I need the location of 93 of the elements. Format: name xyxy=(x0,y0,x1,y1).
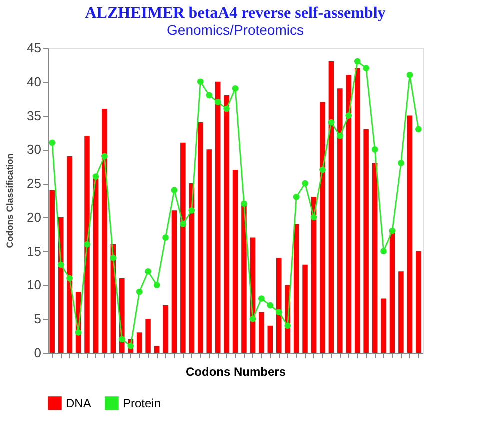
bar xyxy=(381,298,386,353)
bar xyxy=(84,136,90,353)
legend-label: DNA xyxy=(66,396,92,410)
y-tick-label: 0 xyxy=(34,346,42,360)
bar xyxy=(320,102,326,353)
y-tick-label: 25 xyxy=(27,176,42,192)
bar xyxy=(294,224,300,353)
point xyxy=(284,322,291,330)
point xyxy=(49,140,56,146)
y-tick-label: 40 xyxy=(27,74,42,90)
legend-label: Protein xyxy=(123,396,162,410)
point xyxy=(415,126,422,132)
point xyxy=(110,254,117,262)
point xyxy=(354,58,361,65)
y-tick-label: 45 xyxy=(27,40,42,56)
bar xyxy=(172,210,178,353)
bar xyxy=(146,319,151,353)
bar xyxy=(364,129,369,353)
bar xyxy=(398,272,404,353)
point xyxy=(145,268,152,275)
y-tick-label: 5 xyxy=(34,312,42,327)
y-axis-title: Codons Classification xyxy=(5,154,16,248)
point xyxy=(310,214,318,221)
point xyxy=(180,221,186,228)
point xyxy=(406,72,414,78)
bar xyxy=(232,170,238,353)
point xyxy=(58,262,64,268)
bar xyxy=(268,326,273,353)
y-tick-label: 35 xyxy=(27,108,42,124)
bar xyxy=(154,346,160,353)
point xyxy=(136,288,143,296)
point xyxy=(224,106,230,112)
bar xyxy=(407,116,413,353)
chart-title: ALZHEIMER betaA4 reverse self-assembly xyxy=(85,5,386,22)
bar xyxy=(215,82,221,353)
point xyxy=(197,78,204,86)
bar xyxy=(180,142,186,353)
bar xyxy=(276,258,282,353)
bar xyxy=(338,88,343,353)
point xyxy=(84,241,90,248)
bar xyxy=(163,306,168,353)
y-tick-label: 15 xyxy=(27,244,42,259)
point xyxy=(188,208,196,214)
bar xyxy=(206,150,212,353)
point xyxy=(250,316,256,322)
point xyxy=(162,234,169,241)
point xyxy=(302,180,308,187)
point xyxy=(389,228,396,234)
bar xyxy=(242,204,247,353)
point xyxy=(171,187,178,194)
point xyxy=(128,343,134,350)
point xyxy=(380,248,387,254)
bar xyxy=(67,156,72,353)
bar xyxy=(416,251,422,353)
point xyxy=(320,166,326,174)
bar xyxy=(328,62,334,353)
point xyxy=(232,86,239,92)
bar xyxy=(372,163,378,353)
point xyxy=(276,309,282,316)
point xyxy=(363,65,370,72)
bar xyxy=(354,68,360,353)
chart-subtitle: Genomics/Proteomics xyxy=(167,22,304,38)
bar xyxy=(50,190,55,353)
point xyxy=(92,174,100,180)
bar xyxy=(302,264,308,353)
bar xyxy=(136,332,142,353)
bar xyxy=(93,176,99,353)
point xyxy=(118,336,126,343)
bar xyxy=(390,231,396,353)
point xyxy=(336,132,344,140)
point xyxy=(258,296,265,302)
point xyxy=(206,92,212,99)
y-tick-label: 10 xyxy=(27,278,42,293)
y-tick-label: 20 xyxy=(27,210,42,225)
point xyxy=(75,330,82,336)
point xyxy=(154,282,160,288)
point xyxy=(372,146,378,153)
bar xyxy=(259,312,264,353)
bar xyxy=(102,109,108,353)
bar xyxy=(346,75,352,353)
point xyxy=(214,99,222,106)
point xyxy=(328,119,335,126)
bar xyxy=(224,95,230,353)
point xyxy=(346,112,352,119)
bar xyxy=(198,122,204,353)
point xyxy=(241,200,248,208)
point xyxy=(267,302,274,309)
y-tick-label: 30 xyxy=(27,142,42,158)
x-axis-title: Codons Numbers xyxy=(186,365,286,379)
point xyxy=(293,194,300,200)
point xyxy=(66,275,73,282)
point xyxy=(102,153,108,160)
point xyxy=(398,160,404,166)
